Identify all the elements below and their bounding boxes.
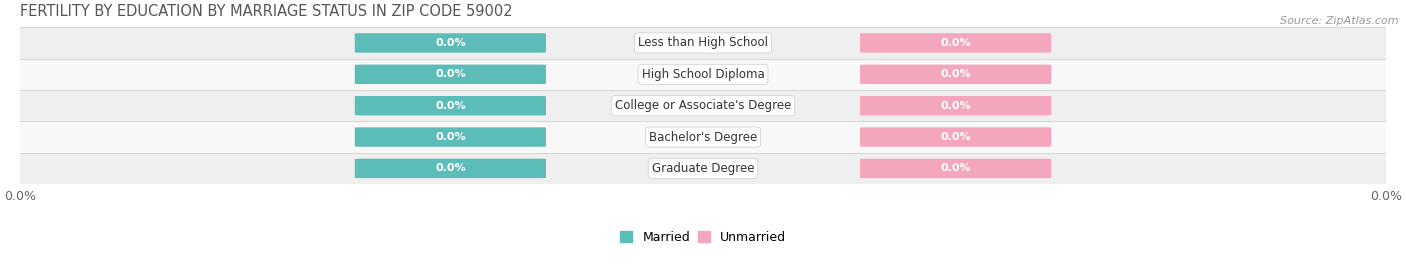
FancyBboxPatch shape	[354, 33, 546, 53]
Text: 0.0%: 0.0%	[941, 132, 972, 142]
Text: High School Diploma: High School Diploma	[641, 68, 765, 81]
Bar	[20, 90, 1386, 121]
FancyBboxPatch shape	[860, 33, 1052, 53]
Bar	[20, 59, 1386, 90]
Text: 0.0%: 0.0%	[941, 163, 972, 174]
Text: 0.0%: 0.0%	[941, 101, 972, 111]
Text: Less than High School: Less than High School	[638, 37, 768, 49]
Text: Graduate Degree: Graduate Degree	[652, 162, 754, 175]
FancyBboxPatch shape	[354, 96, 546, 115]
FancyBboxPatch shape	[860, 65, 1052, 84]
FancyBboxPatch shape	[860, 96, 1052, 115]
FancyBboxPatch shape	[860, 159, 1052, 178]
Bar	[20, 153, 1386, 184]
Text: 0.0%: 0.0%	[434, 163, 465, 174]
Text: College or Associate's Degree: College or Associate's Degree	[614, 99, 792, 112]
Text: 0.0%: 0.0%	[434, 101, 465, 111]
Legend: Married, Unmarried: Married, Unmarried	[620, 231, 786, 244]
Text: 0.0%: 0.0%	[434, 69, 465, 79]
Text: 0.0%: 0.0%	[941, 38, 972, 48]
Text: 0.0%: 0.0%	[434, 38, 465, 48]
FancyBboxPatch shape	[860, 127, 1052, 147]
Bar	[20, 121, 1386, 153]
Text: FERTILITY BY EDUCATION BY MARRIAGE STATUS IN ZIP CODE 59002: FERTILITY BY EDUCATION BY MARRIAGE STATU…	[20, 4, 513, 19]
Text: Source: ZipAtlas.com: Source: ZipAtlas.com	[1281, 16, 1399, 26]
Text: 0.0%: 0.0%	[941, 69, 972, 79]
Text: 0.0%: 0.0%	[434, 132, 465, 142]
FancyBboxPatch shape	[354, 65, 546, 84]
Text: Bachelor's Degree: Bachelor's Degree	[650, 130, 756, 144]
FancyBboxPatch shape	[354, 159, 546, 178]
FancyBboxPatch shape	[354, 127, 546, 147]
Bar	[20, 27, 1386, 59]
